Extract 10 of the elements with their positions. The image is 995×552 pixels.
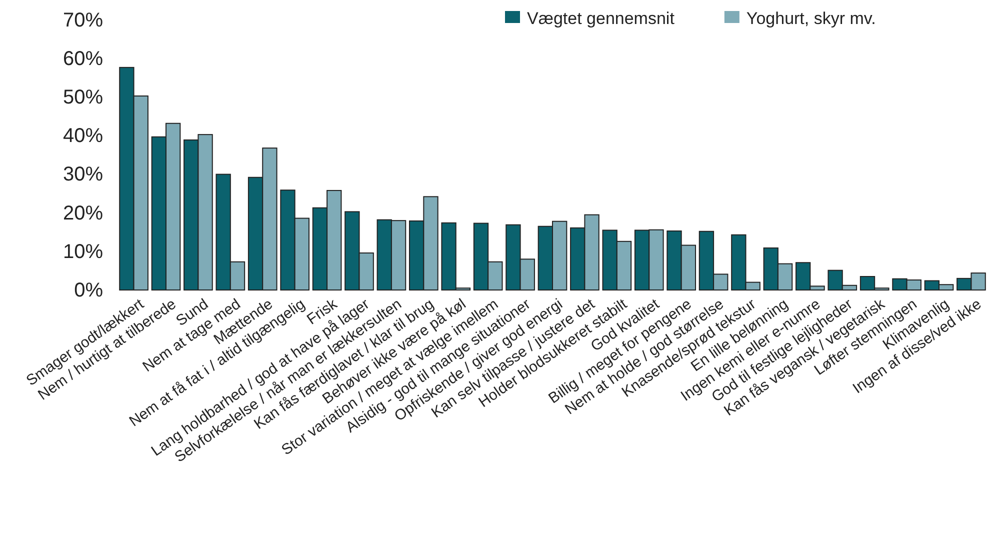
- y-tick-label: 10%: [62, 240, 104, 263]
- y-tick-label: 20%: [62, 202, 104, 224]
- y-tick-label: 70%: [62, 9, 104, 32]
- y-tick-label: 40%: [62, 125, 104, 148]
- legend-label: Vægtet gennemsnit: [527, 8, 675, 28]
- legend-label: Yoghurt, skyr mv.: [746, 8, 876, 28]
- y-tick-label: 50%: [62, 86, 104, 109]
- y-tick-label: 0%: [74, 279, 104, 302]
- y-tick-label: 30%: [62, 164, 104, 186]
- y-tick-label: 60%: [62, 48, 104, 70]
